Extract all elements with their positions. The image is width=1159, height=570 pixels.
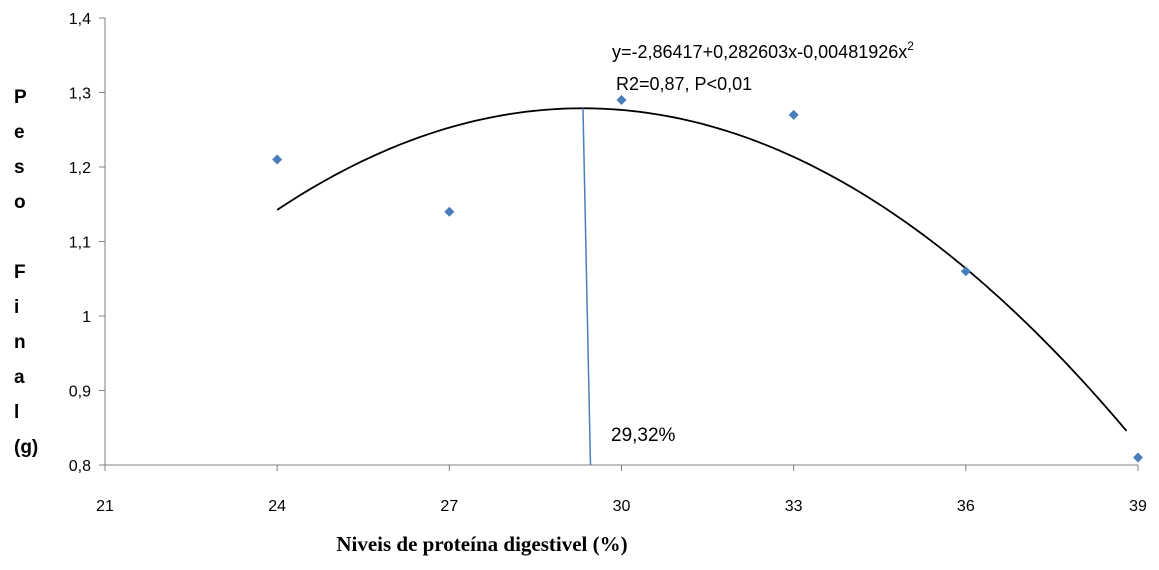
data-point [1133, 452, 1143, 463]
data-points [272, 94, 1143, 463]
y-axis-title-char: e [14, 122, 25, 143]
x-tick-labels: 21 24 27 30 33 36 39 [96, 498, 1147, 515]
data-point [272, 154, 283, 165]
fit-equation-superscript: 2 [907, 39, 914, 53]
fit-stats: R2=0,87, P<0,01 [616, 74, 752, 94]
y-axis-title-char: s [14, 157, 25, 178]
x-tick-label: 30 [613, 498, 631, 515]
x-axis-title: Niveis de proteína digestivel (%) [336, 532, 627, 556]
y-axis-title-char: i [14, 297, 19, 318]
optimum-line [582, 108, 592, 466]
y-axis-title-char: (g) [14, 437, 38, 458]
y-tick-label: 0,8 [69, 458, 91, 475]
y-axis-title-char: n [14, 332, 26, 353]
y-axis-title-char: l [14, 402, 19, 423]
y-tick-label: 1,1 [69, 235, 91, 252]
y-axis-title-char: o [14, 192, 26, 213]
y-axis-title-char: F [14, 262, 26, 283]
optimum-layer [582, 108, 592, 466]
x-tick-label: 24 [268, 498, 286, 515]
fit-curve [276, 107, 1128, 432]
x-tick-label: 39 [1129, 498, 1147, 515]
y-tick-label: 1,4 [69, 11, 91, 28]
fit-equation: y=-2,86417+0,282603x-0,00481926x2 [612, 39, 914, 62]
data-point [444, 206, 455, 217]
x-tick-label: 33 [785, 498, 803, 515]
y-axis-title-char: P [14, 87, 27, 108]
x-tick-label: 27 [440, 498, 458, 515]
data-point [616, 94, 627, 105]
fit-curve-layer [276, 107, 1128, 432]
optimum-label: 29,32% [611, 425, 676, 446]
x-tick-label: 36 [957, 498, 975, 515]
axes [99, 17, 1139, 471]
y-tick-label: 1,2 [69, 160, 91, 177]
data-point [788, 109, 799, 120]
data-point [960, 266, 971, 277]
y-tick-label: 1,3 [69, 86, 91, 103]
y-tick-label: 1 [82, 309, 91, 326]
y-tick-label: 0,9 [69, 384, 91, 401]
x-tick-label: 21 [96, 498, 114, 515]
y-tick-labels: 0,8 0,9 1 1,1 1,2 1,3 1,4 [69, 11, 91, 475]
y-axis-title-char: a [14, 367, 25, 388]
